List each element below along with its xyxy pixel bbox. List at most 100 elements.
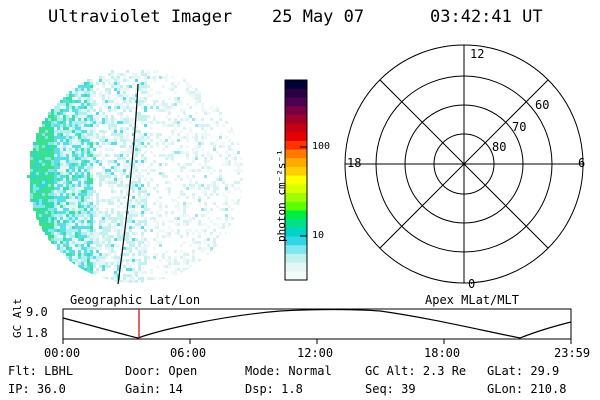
image-pixel <box>69 160 72 163</box>
image-pixel <box>150 268 153 271</box>
image-pixel <box>177 175 180 178</box>
image-pixel <box>81 241 84 244</box>
image-pixel <box>69 121 72 124</box>
image-pixel <box>51 178 54 181</box>
image-pixel <box>156 214 159 217</box>
image-pixel <box>93 148 96 151</box>
image-pixel <box>81 223 84 226</box>
image-pixel <box>84 196 87 199</box>
image-pixel <box>72 157 75 160</box>
image-pixel <box>135 232 138 235</box>
image-pixel <box>66 109 69 112</box>
image-pixel <box>66 145 69 148</box>
image-pixel <box>237 202 240 205</box>
image-pixel <box>135 175 138 178</box>
image-pixel <box>48 118 51 121</box>
image-pixel <box>99 265 102 268</box>
image-pixel <box>120 145 123 148</box>
image-pixel <box>87 127 90 130</box>
image-pixel <box>87 208 90 211</box>
image-pixel <box>84 94 87 97</box>
image-pixel <box>96 202 99 205</box>
image-pixel <box>72 151 75 154</box>
image-pixel <box>81 91 84 94</box>
image-pixel <box>57 247 60 250</box>
image-pixel <box>45 205 48 208</box>
image-pixel <box>69 106 72 109</box>
image-pixel <box>90 163 93 166</box>
image-pixel <box>84 163 87 166</box>
image-pixel <box>159 103 162 106</box>
image-pixel <box>108 265 111 268</box>
image-pixel <box>102 175 105 178</box>
image-pixel <box>114 253 117 256</box>
image-pixel <box>33 142 36 145</box>
image-pixel <box>54 220 57 223</box>
image-pixel <box>141 262 144 265</box>
image-pixel <box>66 253 69 256</box>
image-pixel <box>57 166 60 169</box>
image-pixel <box>189 229 192 232</box>
image-pixel <box>51 130 54 133</box>
image-pixel <box>195 103 198 106</box>
image-pixel <box>69 208 72 211</box>
image-pixel <box>72 220 75 223</box>
image-pixel <box>69 220 72 223</box>
image-pixel <box>141 211 144 214</box>
image-pixel <box>33 145 36 148</box>
image-pixel <box>42 226 45 229</box>
image-pixel <box>69 247 72 250</box>
image-pixel <box>72 166 75 169</box>
image-pixel <box>132 106 135 109</box>
image-pixel <box>90 106 93 109</box>
image-pixel <box>108 163 111 166</box>
image-pixel <box>54 223 57 226</box>
image-pixel <box>75 235 78 238</box>
image-pixel <box>129 250 132 253</box>
image-pixel <box>87 178 90 181</box>
image-pixel <box>201 208 204 211</box>
image-pixel <box>219 178 222 181</box>
image-pixel <box>225 217 228 220</box>
image-pixel <box>117 163 120 166</box>
image-pixel <box>39 223 42 226</box>
image-pixel <box>45 208 48 211</box>
image-pixel <box>111 247 114 250</box>
image-pixel <box>39 187 42 190</box>
image-pixel <box>84 142 87 145</box>
image-pixel <box>96 124 99 127</box>
image-pixel <box>60 154 63 157</box>
image-pixel <box>81 151 84 154</box>
mlt-label-6: 6 <box>578 156 586 170</box>
image-pixel <box>216 187 219 190</box>
mlt-label-12: 12 <box>470 47 485 61</box>
image-pixel <box>66 139 69 142</box>
image-pixel <box>162 253 165 256</box>
image-pixel <box>39 184 42 187</box>
image-pixel <box>48 223 51 226</box>
image-pixel <box>189 169 192 172</box>
image-pixel <box>111 118 114 121</box>
image-pixel <box>96 118 99 121</box>
image-pixel <box>69 166 72 169</box>
image-pixel <box>105 121 108 124</box>
image-pixel <box>228 163 231 166</box>
colorbar-segment <box>285 201 307 212</box>
image-pixel <box>48 169 51 172</box>
image-pixel <box>111 142 114 145</box>
image-pixel <box>171 139 174 142</box>
image-pixel <box>138 202 141 205</box>
image-pixel <box>36 151 39 154</box>
image-pixel <box>189 127 192 130</box>
image-pixel <box>192 193 195 196</box>
status-flt: Flt: LBHL <box>8 364 74 378</box>
image-pixel <box>222 193 225 196</box>
image-pixel <box>30 169 33 172</box>
image-pixel <box>108 139 111 142</box>
image-pixel <box>126 280 129 283</box>
image-pixel <box>45 124 48 127</box>
image-pixel <box>132 163 135 166</box>
image-pixel <box>108 247 111 250</box>
image-pixel <box>201 142 204 145</box>
image-pixel <box>66 178 69 181</box>
